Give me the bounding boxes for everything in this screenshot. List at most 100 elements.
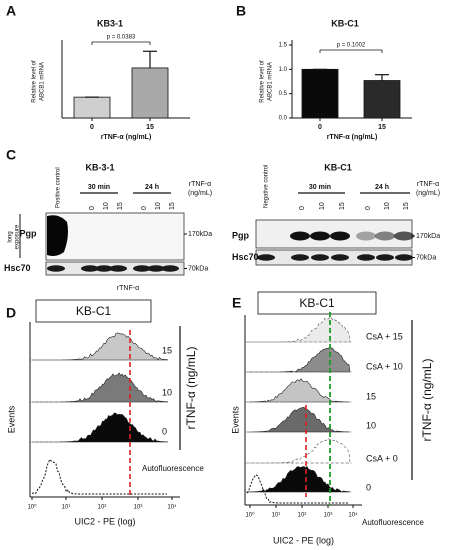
- blot-band: [257, 254, 275, 261]
- x-axis-label: rTNF-α (ng/mL): [327, 134, 378, 141]
- rotated-label: 10: [319, 202, 326, 210]
- histogram: [246, 465, 351, 493]
- rotated-label: long: [8, 231, 14, 242]
- time-label: 24 h: [145, 184, 159, 191]
- time-label: 24 h: [375, 184, 389, 191]
- rotated-label: 15: [403, 202, 410, 210]
- blot-band: [394, 231, 414, 241]
- blot-band: [161, 265, 179, 272]
- treatment-label: rTNF-α: [189, 181, 211, 188]
- blot-band: [357, 254, 375, 261]
- rotated-label: 0: [299, 206, 306, 210]
- histogram: [32, 372, 169, 403]
- x-tick-label: 10⁰: [27, 504, 37, 511]
- blot-band: [47, 215, 68, 256]
- blot-band: [81, 265, 99, 272]
- chart-title: KB3-1: [97, 18, 123, 28]
- x-tick-label: 10²: [298, 513, 307, 519]
- row-label: CsA + 0: [366, 453, 398, 463]
- rotated-label: Relative level of: [260, 60, 266, 103]
- size-label: 70kDa: [416, 254, 436, 261]
- row-label: Autofluorescence: [362, 518, 424, 527]
- error-bar: [143, 50, 157, 68]
- blot-band: [375, 231, 395, 241]
- histogram: [247, 378, 350, 403]
- rotated-label: 15: [169, 202, 176, 210]
- x-tick-label: 15: [378, 124, 386, 131]
- histogram: [31, 458, 167, 495]
- rotated-label: 0: [141, 206, 148, 210]
- blot-band: [356, 231, 376, 241]
- rotated-label: ABCB1 mRNA: [40, 62, 46, 101]
- x-tick-label: 0: [318, 124, 322, 131]
- row-label: Pgp: [232, 230, 250, 240]
- size-label: 70kDa: [188, 265, 208, 272]
- x-tick-label: 10⁴: [167, 504, 177, 511]
- bar: [131, 67, 169, 119]
- size-label: 170kDa: [416, 233, 440, 240]
- annotation: p = 0.0383: [107, 35, 136, 41]
- histogram: [247, 437, 351, 464]
- error-bar: [375, 74, 389, 81]
- blot-band: [311, 254, 329, 261]
- rotated-label: 0: [365, 206, 372, 210]
- rotated-label: rTNF-α (ng/mL): [184, 347, 198, 430]
- panel-label: E: [232, 295, 241, 311]
- blot-title: KB-3-1: [85, 162, 114, 172]
- y-tick-label: 0.0: [279, 116, 288, 122]
- x-tick-label: 10³: [134, 505, 143, 511]
- row-label: 15: [366, 391, 376, 401]
- y-tick-label: 0.5: [279, 91, 288, 97]
- x-tick-label: 10¹: [62, 505, 71, 511]
- annotation: p = 0.1002: [337, 43, 366, 49]
- rotated-label: Events: [6, 405, 16, 433]
- rotated-label: 0: [89, 206, 96, 210]
- blot-title: KB-C1: [324, 162, 352, 172]
- rotated-label: rTNF-α (ng/mL): [420, 359, 434, 442]
- blot-band: [47, 265, 65, 272]
- blot-band: [95, 265, 113, 272]
- rotated-label: ABCB1 mRNA: [268, 62, 274, 101]
- row-label: 10: [366, 420, 376, 430]
- x-axis-label: UIC2 - PE (log): [74, 516, 135, 526]
- blot-band: [109, 265, 127, 272]
- row-label: CsA + 10: [366, 361, 403, 371]
- bar: [301, 68, 339, 119]
- treatment-label: (ng/mL): [188, 190, 212, 197]
- rotated-label: 10: [384, 202, 391, 210]
- row-label: 0: [162, 426, 167, 436]
- y-tick-label: 1.5: [279, 43, 288, 49]
- time-label: 30 min: [309, 184, 331, 191]
- x-tick-label: 10²: [98, 505, 107, 511]
- blot-strip: [45, 212, 185, 261]
- blot-band: [376, 254, 394, 261]
- x-axis-label: UIC2 - PE (log): [273, 535, 334, 545]
- row-label: Autofluorescence: [142, 464, 204, 473]
- bar: [73, 96, 111, 119]
- blot-band: [330, 231, 350, 241]
- blot-band: [147, 265, 165, 272]
- blot-band: [395, 254, 413, 261]
- histogram: [32, 412, 169, 443]
- histogram: [247, 347, 351, 373]
- size-label: 170kDa: [188, 231, 212, 238]
- rotated-label: Positive control: [56, 167, 62, 208]
- blot-band: [290, 231, 310, 241]
- rotated-label: 15: [339, 202, 346, 210]
- rotated-label: Negative control: [264, 165, 270, 208]
- panel-title: KB-C1: [76, 304, 112, 318]
- histogram: [32, 332, 169, 361]
- x-axis-label: rTNF-α (ng/mL): [101, 134, 152, 141]
- panel-label: D: [6, 305, 16, 321]
- panel-label: B: [236, 3, 246, 19]
- blot-band: [331, 254, 349, 261]
- x-tick-label: 15: [146, 124, 154, 131]
- title-box: [257, 291, 377, 315]
- row-label: 0: [366, 482, 371, 492]
- title-box: [35, 299, 152, 323]
- x-tick-label: 10¹: [272, 513, 281, 519]
- panel-label: C: [6, 147, 16, 163]
- y-tick-label: 1.0: [279, 67, 288, 73]
